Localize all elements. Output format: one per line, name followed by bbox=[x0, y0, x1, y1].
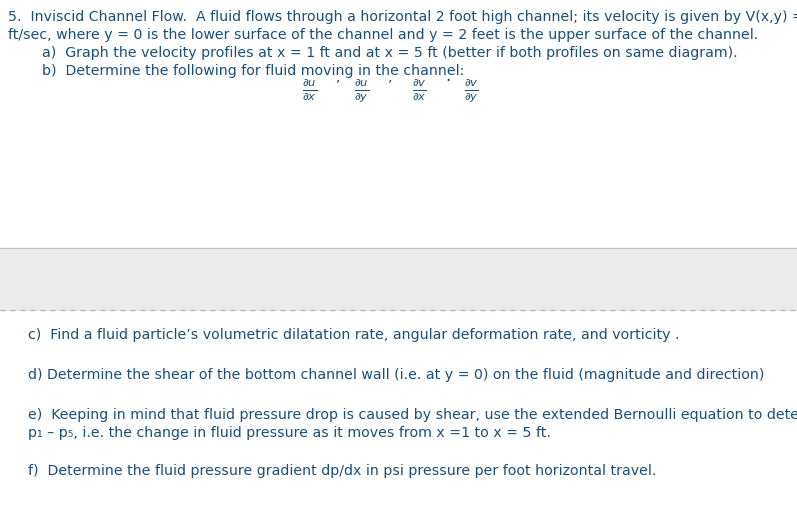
Text: $\frac{\partial u}{\partial x}$: $\frac{\partial u}{\partial x}$ bbox=[302, 78, 317, 103]
Text: c)  Find a fluid particle’s volumetric dilatation rate, angular deformation rate: c) Find a fluid particle’s volumetric di… bbox=[28, 328, 680, 342]
Text: ,: , bbox=[388, 70, 392, 84]
Text: f)  Determine the fluid pressure gradient dp/dx in psi pressure per foot horizon: f) Determine the fluid pressure gradient… bbox=[28, 464, 657, 478]
Text: $\frac{\partial v}{\partial y}$: $\frac{\partial v}{\partial y}$ bbox=[464, 78, 478, 105]
Text: 5.  Inviscid Channel Flow.  A fluid flows through a horizontal 2 foot high chann: 5. Inviscid Channel Flow. A fluid flows … bbox=[8, 10, 797, 24]
Text: e)  Keeping in mind that fluid pressure drop is caused by shear, use the extende: e) Keeping in mind that fluid pressure d… bbox=[28, 408, 797, 422]
Text: ·: · bbox=[445, 72, 450, 90]
Text: b)  Determine the following for fluid moving in the channel:: b) Determine the following for fluid mov… bbox=[42, 64, 465, 78]
Text: a)  Graph the velocity profiles at x = 1 ft and at x = 5 ft (better if both prof: a) Graph the velocity profiles at x = 1 … bbox=[42, 46, 738, 60]
Text: p₁ – p₅, i.e. the change in fluid pressure as it moves from x =1 to x = 5 ft.: p₁ – p₅, i.e. the change in fluid pressu… bbox=[28, 426, 551, 440]
Bar bbox=[0, 248, 797, 310]
Text: $\frac{\partial u}{\partial y}$: $\frac{\partial u}{\partial y}$ bbox=[355, 78, 370, 105]
Text: ,: , bbox=[336, 70, 340, 84]
Text: d) Determine the shear of the bottom channel wall (i.e. at y = 0) on the fluid (: d) Determine the shear of the bottom cha… bbox=[28, 368, 764, 382]
Text: ft/sec, where y = 0 is the lower surface of the channel and y = 2 feet is the up: ft/sec, where y = 0 is the lower surface… bbox=[8, 28, 758, 42]
Text: $\frac{\partial v}{\partial x}$: $\frac{\partial v}{\partial x}$ bbox=[411, 78, 426, 103]
